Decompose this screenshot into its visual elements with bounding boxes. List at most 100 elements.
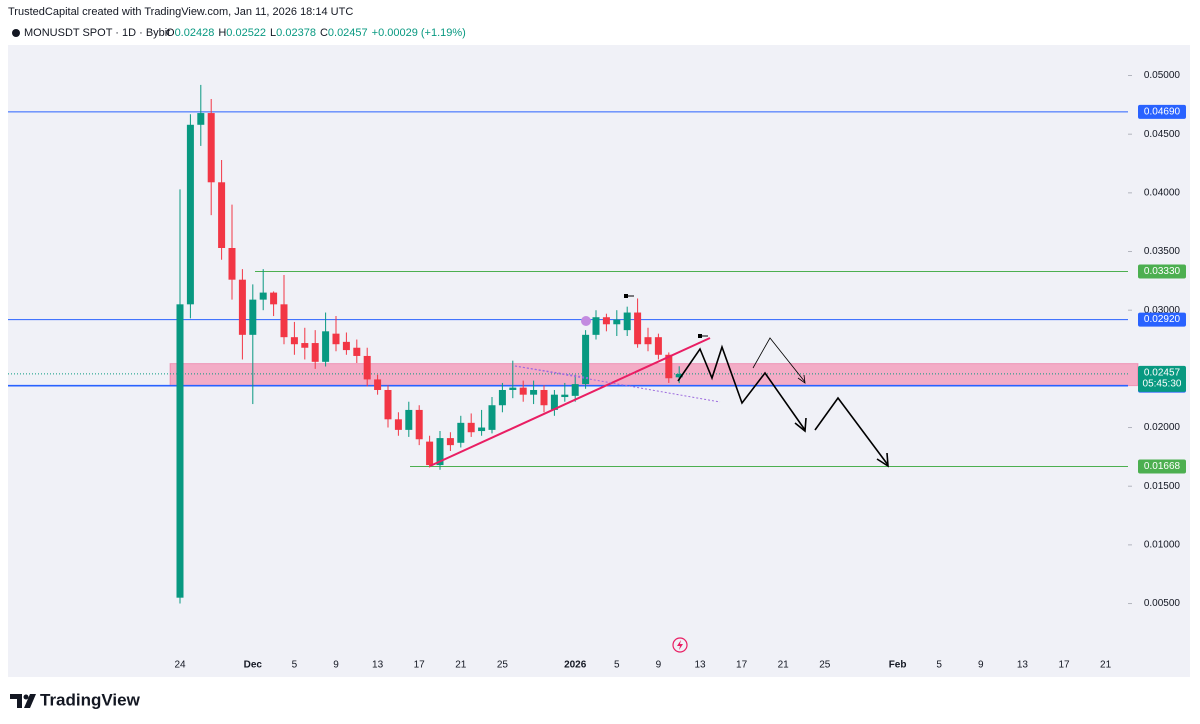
x-tick-label: 13 <box>1017 660 1029 671</box>
candle-body <box>249 299 257 335</box>
candle-body <box>332 333 340 345</box>
candle-body <box>634 312 642 345</box>
candles-layer <box>176 84 683 604</box>
price-label: 0.02920 <box>1144 314 1181 325</box>
candle-body <box>218 182 226 248</box>
y-tick-label: 0.05000 <box>1144 70 1181 81</box>
candle-body <box>540 389 548 406</box>
x-tick-label: 5 <box>936 660 942 671</box>
x-tick-label: Dec <box>244 660 263 671</box>
ohlc-value: 0.02522 <box>226 27 266 39</box>
arrow-head <box>797 374 806 384</box>
candle-body <box>228 248 236 280</box>
candle-body <box>322 331 330 362</box>
candle-body <box>394 419 402 430</box>
candle-body <box>498 389 506 406</box>
trend-line <box>429 337 711 467</box>
x-tick-label: 21 <box>455 660 467 671</box>
price-label-box <box>1138 264 1186 279</box>
x-tick-label: 17 <box>736 660 748 671</box>
event-icon[interactable] <box>672 637 688 653</box>
y-tick-label: 0.02000 <box>1144 422 1181 433</box>
candle-body <box>311 343 319 362</box>
ohlc-value: 0.02428 <box>175 27 215 39</box>
candle-body <box>644 337 652 345</box>
candle-body <box>571 384 579 396</box>
x-tick-label: 24 <box>174 660 186 671</box>
x-tick-label: 9 <box>656 660 662 671</box>
ohlc-change: +0.00029 (+1.19%) <box>372 27 466 39</box>
price-label: 0.03330 <box>1144 266 1181 277</box>
x-tick-label: 5 <box>292 660 298 671</box>
y-tick-label: 0.04000 <box>1144 187 1181 198</box>
dotted-line <box>514 365 721 403</box>
candle-body <box>488 405 496 430</box>
labels-layer: 0.00500 0.01000 0.01500 0.02000 0.03000 0.035… <box>174 70 1186 671</box>
x-tick-label: 17 <box>414 660 426 671</box>
x-tick-label: 13 <box>694 660 706 671</box>
candle-body <box>238 279 246 335</box>
candle-body <box>374 379 382 390</box>
candle-body <box>342 341 350 351</box>
candle-body <box>426 441 434 466</box>
candle-body <box>384 389 392 420</box>
candle-body <box>446 438 454 446</box>
x-tick-label: 5 <box>614 660 620 671</box>
ohlc-key: O <box>166 27 175 39</box>
candle-body <box>623 312 631 331</box>
logo-mark <box>10 694 36 708</box>
candle-body <box>197 113 205 125</box>
flag <box>698 334 702 338</box>
candle-body <box>207 113 215 183</box>
candle-body <box>415 409 423 440</box>
last-price-box <box>1138 365 1186 392</box>
candle-body <box>530 389 538 395</box>
candle-body <box>550 394 558 410</box>
y-tick-label: 0.03000 <box>1144 305 1181 316</box>
price-label-box <box>1138 104 1186 119</box>
x-tick-label: 17 <box>1058 660 1070 671</box>
candle-body <box>561 394 569 398</box>
x-tick-label: Feb <box>889 660 907 671</box>
candle-body <box>353 347 361 356</box>
candle-body <box>613 319 621 325</box>
drawings <box>429 294 889 653</box>
y-tick-label: 0.04500 <box>1144 129 1181 140</box>
price-label: 0.04690 <box>1144 107 1181 118</box>
logo: TradingView <box>10 690 141 709</box>
x-tick-label: 9 <box>978 660 984 671</box>
y-tick-label: 0.01000 <box>1144 540 1181 551</box>
candle-body <box>301 343 309 348</box>
candle-body <box>290 337 298 345</box>
price-label-box <box>1138 312 1186 327</box>
countdown: 05:45:30 <box>1143 379 1182 390</box>
ohlc-value: 0.02378 <box>276 27 316 39</box>
candle-body <box>280 304 288 338</box>
ohlc-key: C <box>320 27 328 39</box>
candle-body <box>259 292 267 300</box>
candle-body <box>665 354 673 379</box>
candle-body <box>602 317 610 325</box>
projection-arrow <box>677 344 806 431</box>
x-tick-label: 25 <box>497 660 509 671</box>
alt-arrow <box>752 337 806 383</box>
candle-body <box>457 422 465 443</box>
price-label: 0.01668 <box>1144 461 1181 472</box>
candle-body <box>176 304 184 598</box>
event-icon <box>677 640 683 650</box>
price-label-box <box>1138 459 1186 474</box>
x-tick-label: 21 <box>1100 660 1112 671</box>
candle-body <box>186 124 194 305</box>
candle-body <box>675 373 683 378</box>
symbol-legend: MONUSDT SPOT · 1D · Bybit O0.02428 H0.025… <box>12 27 466 39</box>
candle-body <box>405 409 413 430</box>
candle-body <box>363 355 371 380</box>
last-price-label: 0.02457 <box>1144 368 1181 379</box>
brand: TradingView <box>40 690 141 709</box>
x-tick-label: 21 <box>778 660 790 671</box>
lines-layer <box>8 111 1128 467</box>
candle-body <box>478 427 486 432</box>
candle-body <box>519 387 527 395</box>
x-tick-label: 2026 <box>564 660 587 671</box>
